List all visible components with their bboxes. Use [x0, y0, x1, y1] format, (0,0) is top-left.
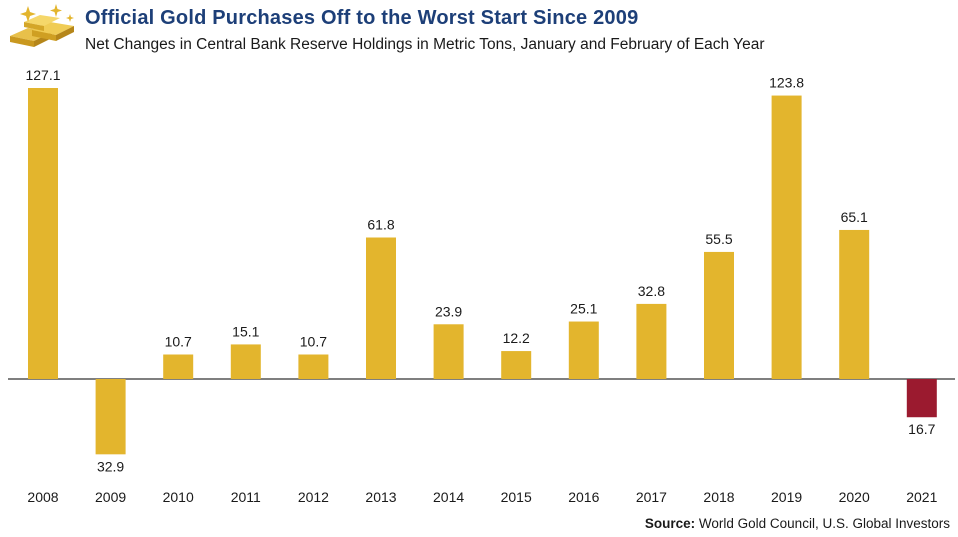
bar-2018 [704, 251, 734, 379]
x-tick-label-2014: 2014 [433, 489, 464, 505]
x-tick-label-2010: 2010 [163, 489, 194, 505]
data-label-2018: 55.5 [705, 231, 732, 247]
x-tick-label-2013: 2013 [365, 489, 396, 505]
x-tick-label-2019: 2019 [771, 489, 802, 505]
bar-2008 [28, 88, 58, 379]
gold-bars-icon [10, 4, 74, 47]
chart-subtitle: Net Changes in Central Bank Reserve Hold… [85, 36, 765, 53]
data-label-2008: 127.1 [25, 67, 60, 83]
bar-2013 [366, 237, 396, 379]
data-label-2021: 16.7 [908, 421, 935, 437]
x-tick-label-2008: 2008 [27, 489, 58, 505]
bar-2016 [568, 321, 599, 379]
data-label-2019: 123.8 [769, 75, 804, 91]
bar-2020 [839, 229, 870, 379]
bar-2021 [906, 379, 937, 418]
data-label-2009: 32.9 [97, 458, 124, 474]
source-text: World Gold Council, U.S. Global Investor… [698, 516, 950, 531]
bar-2014 [433, 324, 464, 379]
data-label-2012: 10.7 [300, 334, 327, 350]
data-label-2015: 12.2 [503, 330, 530, 346]
x-tick-label-2021: 2021 [906, 489, 937, 505]
data-label-2017: 32.8 [638, 283, 665, 299]
bar-2011 [230, 344, 261, 379]
bar-2019 [771, 95, 802, 379]
data-label-2013: 61.8 [367, 217, 394, 233]
x-tick-label-2011: 2011 [231, 489, 261, 505]
x-tick-label-2016: 2016 [568, 489, 599, 505]
data-label-2011: 15.1 [232, 323, 259, 339]
x-tick-label-2009: 2009 [95, 489, 126, 505]
source-label: Source: [644, 516, 696, 531]
x-tick-label-2020: 2020 [839, 489, 870, 505]
bar-2017 [636, 303, 667, 379]
data-label-2014: 23.9 [435, 303, 462, 319]
data-label-2020: 65.1 [841, 209, 868, 225]
data-label-2016: 25.1 [570, 301, 597, 317]
x-tick-label-2015: 2015 [501, 489, 532, 505]
x-tick-label-2018: 2018 [703, 489, 734, 505]
data-label-2010: 10.7 [165, 334, 192, 350]
bar-2012 [298, 354, 329, 379]
chart-title: Official Gold Purchases Off to the Worst… [85, 7, 639, 29]
bar-2009 [95, 379, 126, 455]
bar-2010 [163, 354, 194, 379]
bar-2015 [501, 351, 532, 379]
x-tick-label-2012: 2012 [298, 489, 329, 505]
source-note: Source: World Gold Council, U.S. Global … [645, 516, 950, 531]
x-tick-label-2017: 2017 [636, 489, 667, 505]
